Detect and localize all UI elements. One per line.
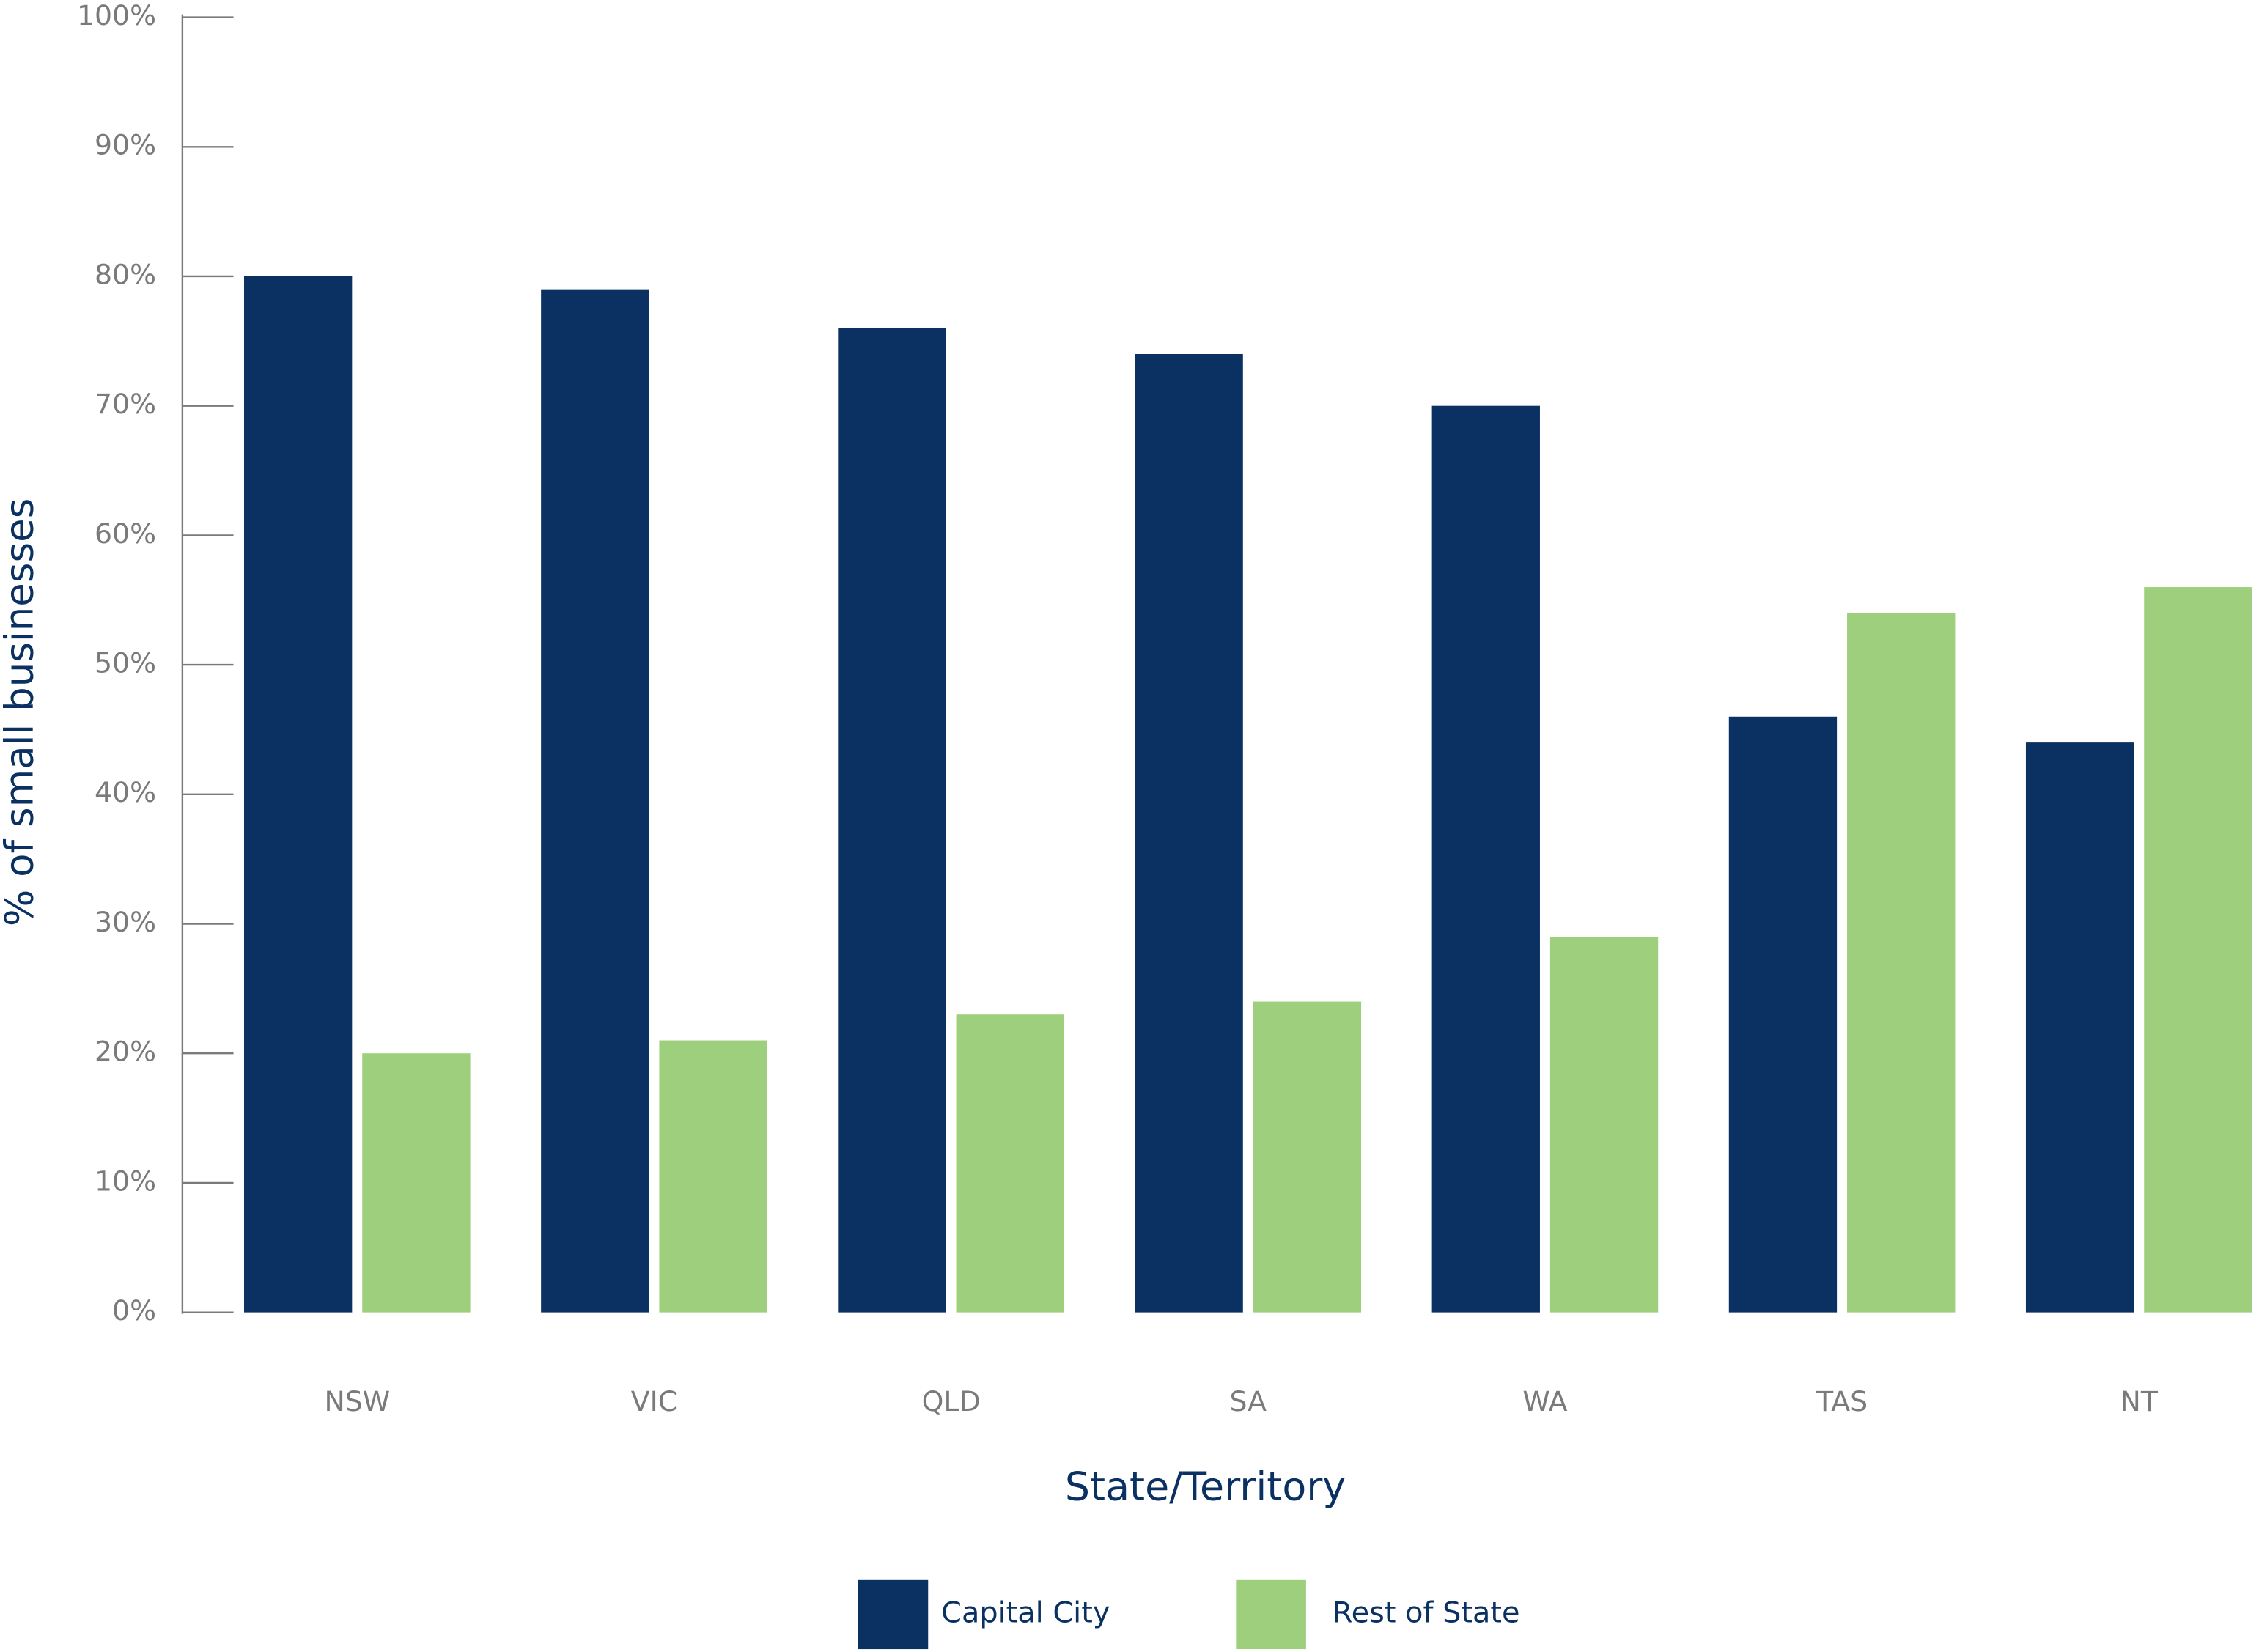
bar: [1431, 405, 1540, 1313]
bar: [2025, 742, 2134, 1313]
x-tick-label: TAS: [1816, 1385, 1868, 1417]
y-tick-label: 80%: [95, 259, 156, 291]
y-tick-label: 0%: [112, 1294, 156, 1327]
bar: [1135, 354, 1243, 1313]
y-tick-label: 20%: [95, 1036, 156, 1068]
y-tick-label: 60%: [95, 517, 156, 550]
bar: [1253, 1001, 1362, 1313]
legend-label: Rest of State: [1333, 1596, 1520, 1630]
bar: [1728, 716, 1838, 1313]
y-axis-title: % of small businesses: [0, 498, 43, 926]
bar: [1847, 613, 1956, 1313]
x-tick-label: WA: [1522, 1385, 1567, 1417]
y-tick-label: 50%: [95, 647, 156, 679]
x-axis-title: State/Territory: [1065, 1464, 1346, 1510]
y-tick-label: 40%: [95, 776, 156, 808]
x-tick-label: QLD: [922, 1385, 981, 1417]
bar: [541, 289, 649, 1313]
y-tick-label: 30%: [95, 906, 156, 938]
y-tick-label: 90%: [95, 129, 156, 161]
bar: [362, 1053, 471, 1313]
y-tick-label: 100%: [77, 0, 156, 32]
legend-swatch: [1236, 1579, 1306, 1650]
bar: [243, 276, 353, 1313]
bar: [659, 1040, 767, 1313]
x-tick-label: NSW: [324, 1385, 390, 1417]
x-tick-label: VIC: [631, 1385, 677, 1417]
x-tick-label: SA: [1229, 1385, 1267, 1417]
y-tick-label: 10%: [95, 1165, 156, 1198]
legend-label: Capital City: [941, 1596, 1110, 1630]
bar: [838, 328, 946, 1313]
y-tick-label: 70%: [95, 388, 156, 420]
bar: [1549, 937, 1659, 1313]
legend-swatch: [858, 1579, 929, 1650]
x-tick-label: NT: [2120, 1385, 2159, 1417]
bar: [2144, 587, 2252, 1313]
bar: [956, 1014, 1064, 1313]
